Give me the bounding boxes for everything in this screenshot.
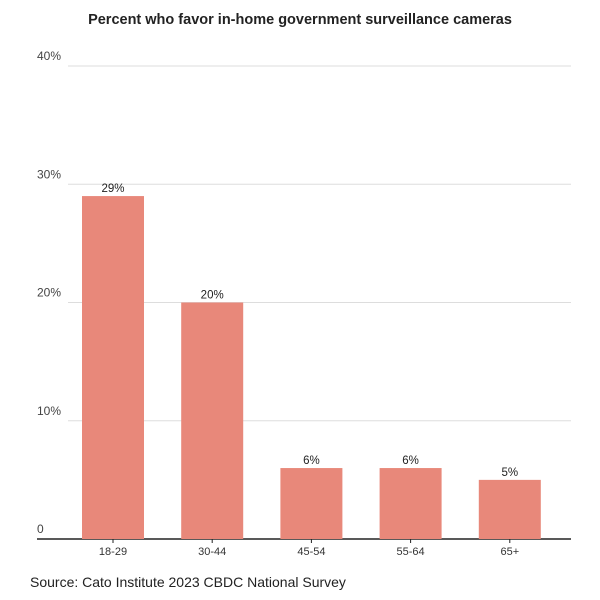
y-tick-label: 40% — [37, 49, 61, 63]
x-tick-label: 55-64 — [397, 546, 425, 558]
y-tick-label: 20% — [37, 286, 61, 300]
bars — [82, 196, 541, 539]
x-tick-label: 30-44 — [198, 546, 226, 558]
y-tick-label: 0 — [37, 522, 44, 536]
x-tick-label: 18-29 — [99, 546, 127, 558]
bar — [82, 196, 144, 539]
data-label: 29% — [101, 183, 124, 195]
x-tick-label: 45-54 — [297, 546, 325, 558]
labels: 0 10% 20% 30% 40% 29% 18-29 20% 30-44 6% 45-54 6% 55… — [37, 49, 519, 558]
y-tick-label: 30% — [37, 167, 61, 181]
bar — [379, 468, 442, 539]
data-label: 20% — [201, 290, 224, 302]
bar — [181, 302, 244, 539]
y-tick-label: 10% — [37, 404, 61, 418]
source-note: Source: Cato Institute 2023 CBDC Nationa… — [30, 574, 346, 590]
data-label: 6% — [303, 455, 320, 467]
data-label: 6% — [402, 455, 419, 467]
bar — [478, 479, 541, 539]
x-tick-label: 65+ — [500, 546, 519, 558]
chart-title: Percent who favor in-home government sur… — [88, 12, 512, 28]
data-label: 5% — [501, 467, 518, 479]
bar — [280, 468, 343, 539]
